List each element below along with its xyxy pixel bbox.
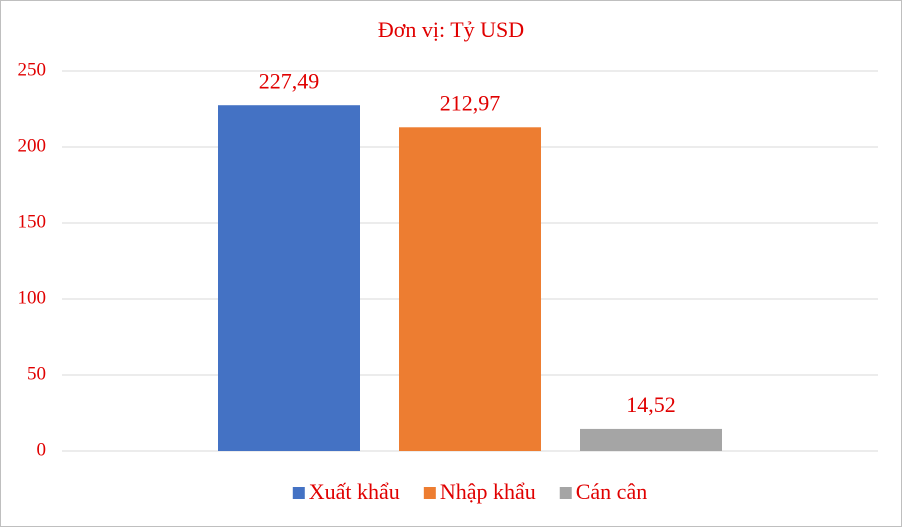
y-tick-label: 200 [18,135,47,156]
legend-label: Nhập khẩu [440,479,536,504]
value-label: 227,49 [259,68,320,93]
value-label: 212,97 [440,90,501,115]
y-tick-label: 50 [27,363,46,384]
legend-label: Cán cân [576,479,647,504]
legend-swatch [292,487,305,499]
chart-title: Đơn vị: Tỷ USD [378,17,524,42]
legend-label: Xuất khẩu [309,479,400,504]
y-tick-label: 0 [37,439,47,460]
bar [218,105,360,451]
y-tick-label: 250 [18,59,47,80]
value-label: 14,52 [626,392,676,417]
legend-swatch [559,487,572,499]
bar [580,428,722,451]
y-tick-label: 150 [18,211,47,232]
bar [399,127,541,452]
legend-swatch [423,487,436,499]
y-tick-label: 100 [18,287,47,308]
